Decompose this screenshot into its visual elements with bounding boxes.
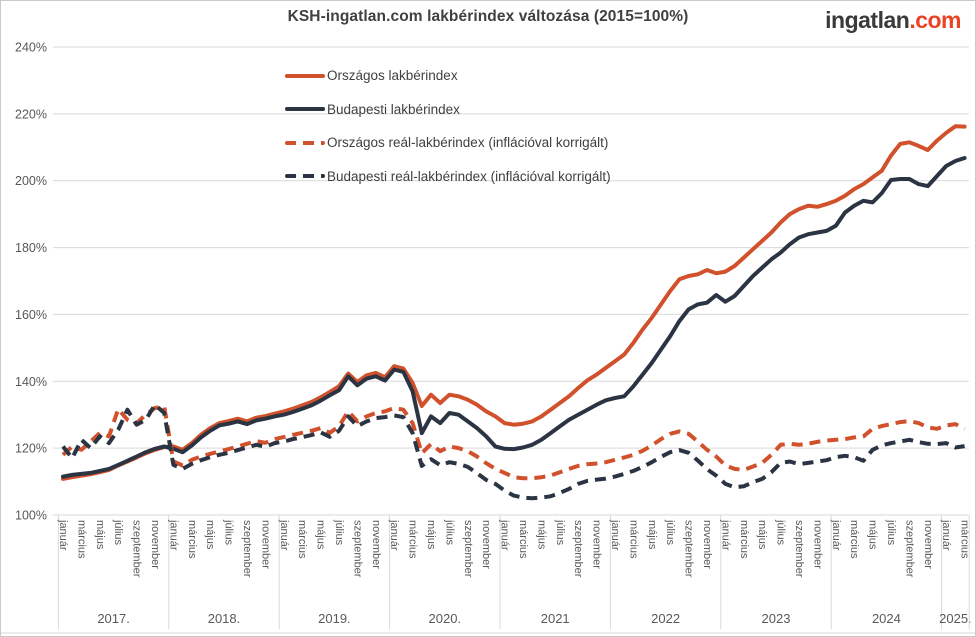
x-month-label: január	[499, 519, 511, 551]
x-month-label: január	[609, 519, 621, 551]
legend-label: Országos reál-lakbérindex (inflációval k…	[327, 135, 609, 151]
x-month-label: május	[646, 520, 658, 550]
x-month-label: május	[94, 520, 106, 550]
x-month-label: május	[204, 520, 216, 550]
legend-item: Budapesti reál-lakbérindex (inflációval …	[285, 160, 611, 194]
y-tick-label: 140%	[15, 375, 47, 389]
legend-swatch-dashed-orange-line	[285, 140, 325, 145]
legend-item: Országos lakbérindex	[285, 59, 611, 93]
x-month-label: július	[885, 519, 897, 546]
x-year-label: 2019.	[318, 611, 351, 626]
x-month-label: március	[517, 520, 529, 559]
x-month-label: május	[535, 520, 547, 550]
x-month-label: november	[370, 520, 382, 569]
x-month-label: november	[480, 520, 492, 569]
x-month-label: szeptember	[462, 520, 474, 578]
x-month-label: január	[57, 519, 69, 551]
x-month-label: szeptember	[131, 520, 143, 578]
legend-label: Budapesti reál-lakbérindex (inflációval …	[327, 168, 611, 184]
x-month-label: július	[775, 519, 787, 546]
x-year-label: 2020.	[429, 611, 462, 626]
x-month-label: július	[554, 519, 566, 546]
chart-title: KSH-ingatlan.com lakbérindex változása (…	[287, 8, 689, 25]
x-month-label: november	[591, 520, 603, 569]
x-month-label: március	[296, 520, 308, 559]
legend-swatch-solid-navy-line	[285, 107, 325, 112]
x-month-label: július	[664, 519, 676, 546]
x-month-label: november	[149, 520, 161, 569]
legend-label: Budapesti lakbérindex	[327, 101, 460, 117]
x-month-label: november	[259, 520, 271, 569]
x-month-label: szeptember	[241, 520, 253, 578]
x-month-label: május	[756, 520, 768, 550]
x-month-label: július	[223, 519, 235, 546]
x-month-label: szeptember	[683, 520, 695, 578]
logo-text: ingatlan	[825, 7, 910, 33]
series-line-2	[61, 404, 966, 481]
x-month-label: július	[333, 519, 345, 546]
x-month-label: március	[738, 520, 750, 559]
legend-item: Budapesti lakbérindex	[285, 93, 611, 127]
legend: Országos lakbérindex Budapesti lakbérind…	[285, 59, 611, 193]
y-tick-label: 220%	[15, 107, 47, 121]
y-tick-label: 160%	[15, 308, 47, 322]
ingatlan-com-logo: ingatlan.com	[825, 7, 961, 34]
x-month-label: július	[443, 519, 455, 546]
legend-label: Országos lakbérindex	[327, 68, 458, 84]
x-year-label: 2018.	[208, 611, 241, 626]
x-year-label: 2017.	[97, 611, 130, 626]
x-year-label: 2022	[651, 611, 680, 626]
x-month-label: január	[719, 519, 731, 551]
y-tick-label: 180%	[15, 241, 47, 255]
legend-swatch-solid-orange-line	[285, 73, 325, 78]
legend-item: Országos reál-lakbérindex (inflációval k…	[285, 126, 611, 160]
x-year-label: 2024	[872, 611, 901, 626]
series-line-3	[61, 402, 965, 501]
y-tick-label: 100%	[15, 509, 47, 523]
x-month-label: november	[922, 520, 934, 569]
x-month-label: szeptember	[903, 520, 915, 578]
x-month-label: szeptember	[351, 520, 363, 578]
y-tick-label: 240%	[15, 41, 47, 55]
x-month-label: szeptember	[793, 520, 805, 578]
logo-suffix: .com	[909, 7, 961, 33]
x-month-label: május	[425, 520, 437, 550]
x-month-label: május	[867, 520, 879, 550]
x-month-label: november	[701, 520, 713, 569]
series-line-1	[61, 156, 967, 479]
x-month-label: március	[407, 520, 419, 559]
x-month-label: november	[811, 520, 823, 569]
x-month-label: január	[278, 519, 290, 551]
x-month-label: január	[167, 519, 179, 551]
x-year-label: 2025.	[939, 611, 972, 626]
x-month-label: július	[112, 519, 124, 546]
legend-swatch-dashed-navy-line	[285, 174, 325, 179]
y-tick-label: 120%	[15, 442, 47, 456]
x-month-label: március	[959, 520, 971, 559]
x-month-label: március	[627, 520, 639, 559]
x-month-label: március	[75, 520, 87, 559]
x-month-label: január	[940, 519, 952, 551]
x-month-label: január	[830, 519, 842, 551]
x-month-label: január	[388, 519, 400, 551]
x-month-label: május	[315, 520, 327, 550]
x-month-label: szeptember	[572, 520, 584, 578]
y-tick-label: 200%	[15, 174, 47, 188]
x-month-label: március	[848, 520, 860, 559]
x-month-label: március	[186, 520, 198, 559]
series-line-0	[61, 124, 967, 481]
x-year-label: 2023	[762, 611, 791, 626]
x-year-label: 2021	[541, 611, 570, 626]
